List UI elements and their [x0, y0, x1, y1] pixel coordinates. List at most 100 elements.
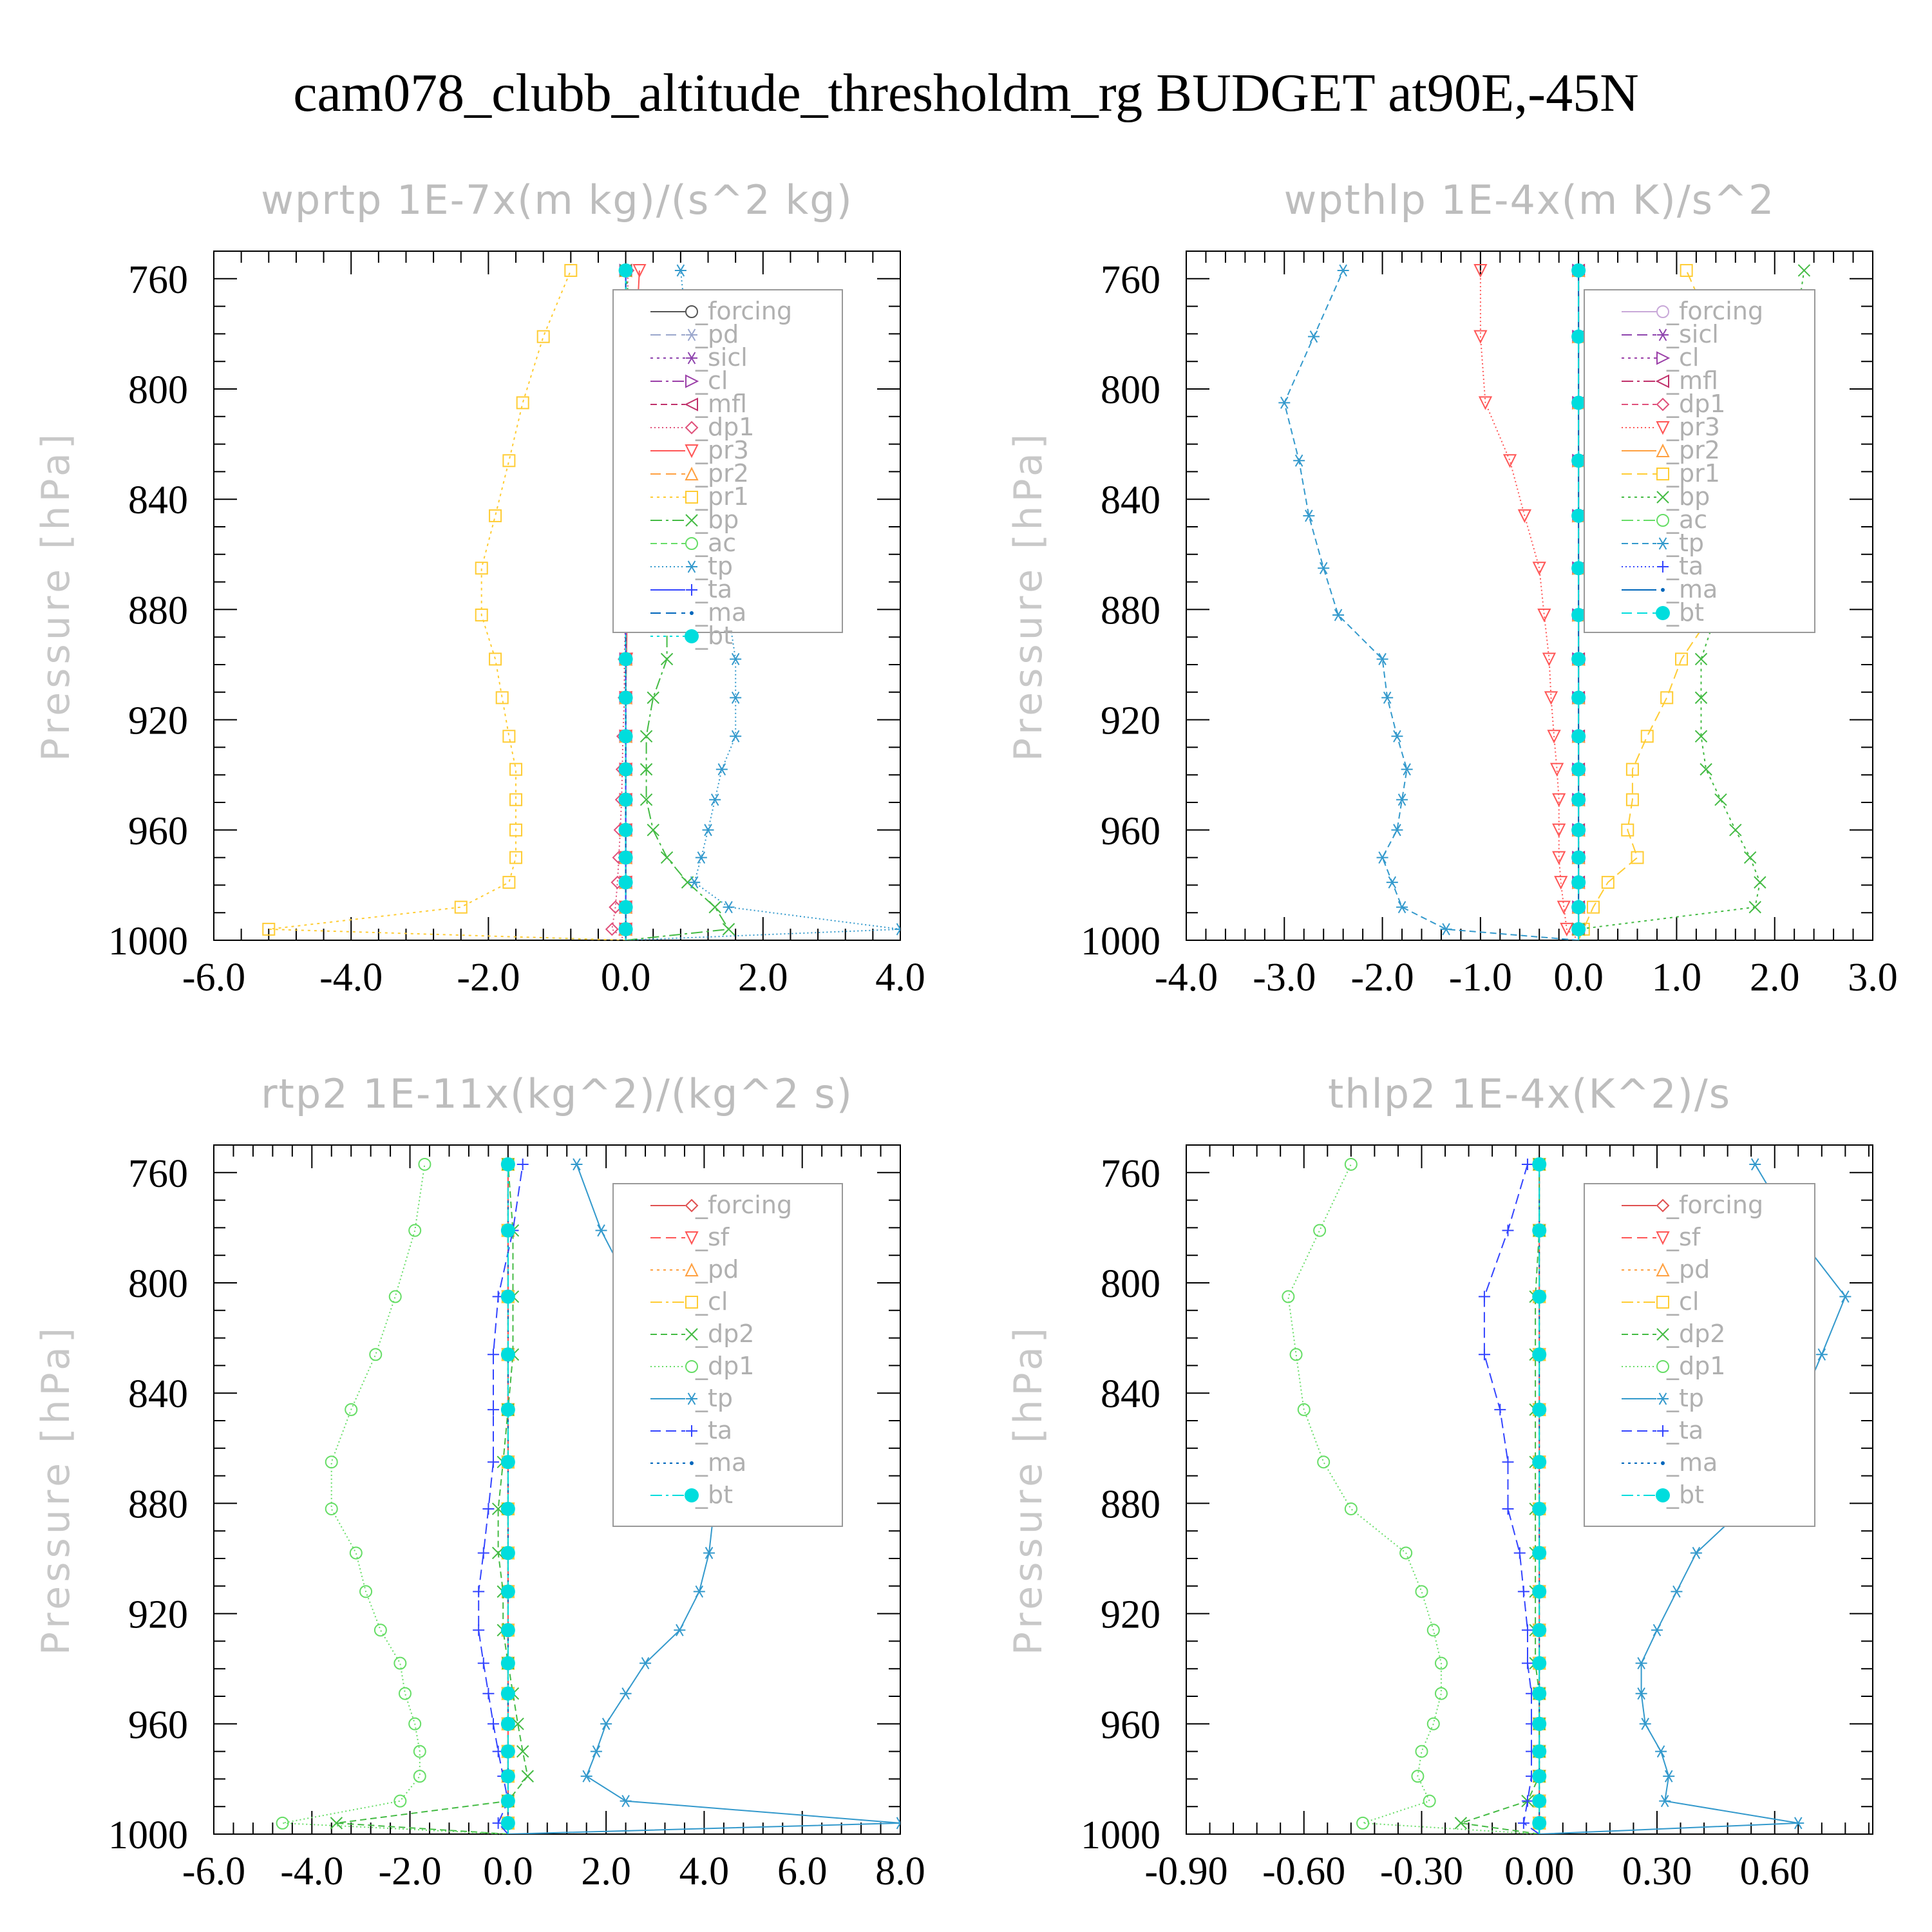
legend-marker [1656, 1262, 1670, 1276]
legend-marker [1656, 1360, 1669, 1373]
x-tick-label: 0.0 [483, 1850, 533, 1893]
legend-marker [685, 1198, 699, 1213]
data-point [393, 1656, 407, 1670]
legend-marker [685, 514, 698, 527]
data-point [660, 851, 674, 864]
data-point [1532, 1656, 1547, 1671]
data-point [1571, 453, 1586, 468]
legend-label: _cl [695, 366, 728, 395]
data-point [632, 263, 647, 278]
data-point [516, 396, 529, 410]
legend-marker [1656, 514, 1669, 527]
data-point [1517, 1817, 1530, 1829]
legend-label: _ta [1666, 1416, 1703, 1444]
data-point [618, 762, 633, 777]
data-point [1690, 1546, 1702, 1559]
data-point [639, 762, 653, 776]
data-point [1571, 900, 1586, 914]
legend-marker [1656, 1328, 1669, 1341]
legend-label: _pr3 [1666, 413, 1720, 441]
legend-label: _bp [1666, 482, 1710, 511]
data-point [703, 1546, 715, 1559]
data-point [639, 730, 653, 743]
legend-item: _cl [1622, 343, 1699, 372]
legend-item: _ta [650, 1416, 732, 1444]
data-point [1675, 652, 1689, 666]
data-point [1307, 330, 1320, 343]
data-point [489, 509, 502, 522]
y-tick-label: 840 [1101, 1372, 1160, 1416]
data-point [1278, 396, 1291, 409]
legend-marker [684, 397, 698, 412]
legend-label: _pr3 [695, 436, 749, 464]
legend-item: _pr3 [1622, 413, 1720, 441]
data-point [709, 793, 721, 806]
data-point [325, 1502, 338, 1515]
chart-panel-2: wpthlp 1E-4x(m K)/s^2 Pressure [hPa] 760 80… [1006, 176, 1898, 999]
x-tick-label: -2.0 [457, 956, 520, 999]
y-tick-label: 920 [128, 699, 188, 743]
legend-label: _sicl [695, 343, 748, 372]
legend-label: _pr2 [695, 459, 749, 488]
legend-item: _bp [1622, 482, 1710, 511]
y-tick-label: 760 [1101, 258, 1160, 302]
legend-marker [1656, 351, 1671, 365]
x-tick-label: 4.0 [679, 1850, 730, 1893]
legend-item: _cl [1622, 1287, 1699, 1316]
data-point [1494, 1403, 1506, 1416]
data-point [1532, 1686, 1547, 1701]
data-point [1532, 1455, 1547, 1470]
legend-box [612, 289, 843, 633]
x-tick-label: 0.0 [601, 956, 651, 999]
y-tick-label: 840 [128, 478, 188, 522]
y-tick-label: 840 [128, 1372, 188, 1416]
legend-item: _sicl [1622, 320, 1719, 348]
data-point [1521, 1657, 1533, 1669]
legend-label: _tp [1666, 1384, 1704, 1412]
legend-label: _forcing [1666, 1191, 1763, 1219]
data-point [511, 1718, 524, 1730]
x-tick-label: -1.0 [1449, 956, 1512, 999]
y-tick-label: 880 [128, 1482, 188, 1526]
legend-marker [1657, 561, 1669, 573]
data-point [509, 762, 523, 776]
series-bt [1532, 1157, 1547, 1834]
data-point [477, 1547, 489, 1559]
data-point [1680, 263, 1693, 277]
data-point [1401, 763, 1413, 776]
legend-item: _bt [650, 1481, 733, 1509]
data-point [330, 1817, 343, 1830]
legend-item: _pr1 [650, 482, 749, 511]
data-point [564, 263, 578, 277]
data-point [1532, 562, 1546, 576]
legend-label: _tp [695, 552, 733, 580]
data-point [1586, 900, 1600, 914]
data-point [1743, 851, 1757, 864]
legend-marker [686, 1425, 697, 1437]
legend-label: _ac [1666, 506, 1707, 534]
legend-marker [685, 374, 699, 388]
x-tick-label: -2.0 [378, 1850, 441, 1893]
legend-marker [1657, 328, 1669, 341]
legend-label: _bt [695, 621, 733, 650]
data-point [413, 1770, 426, 1783]
legend-item: _pr1 [1622, 459, 1720, 488]
legend-item: _dp2 [1622, 1320, 1725, 1348]
data-point [1542, 652, 1557, 667]
data-point [618, 922, 633, 936]
legend-marker [686, 328, 697, 341]
data-point [1344, 1502, 1358, 1515]
data-point [1440, 923, 1452, 936]
data-point [1473, 330, 1488, 344]
panel-title: wpthlp 1E-4x(m K)/s^2 [1284, 176, 1776, 223]
y-tick-label: 920 [1101, 1593, 1160, 1637]
data-point [1671, 1585, 1683, 1598]
data-point [473, 1586, 485, 1598]
y-tick-label: 960 [128, 810, 188, 853]
series-tp [1278, 264, 1579, 940]
y-tick-label: 800 [1101, 1262, 1160, 1306]
data-point [1663, 1770, 1675, 1783]
legend-marker [1656, 1488, 1670, 1502]
data-point [1635, 1687, 1647, 1700]
data-point [1337, 264, 1349, 277]
